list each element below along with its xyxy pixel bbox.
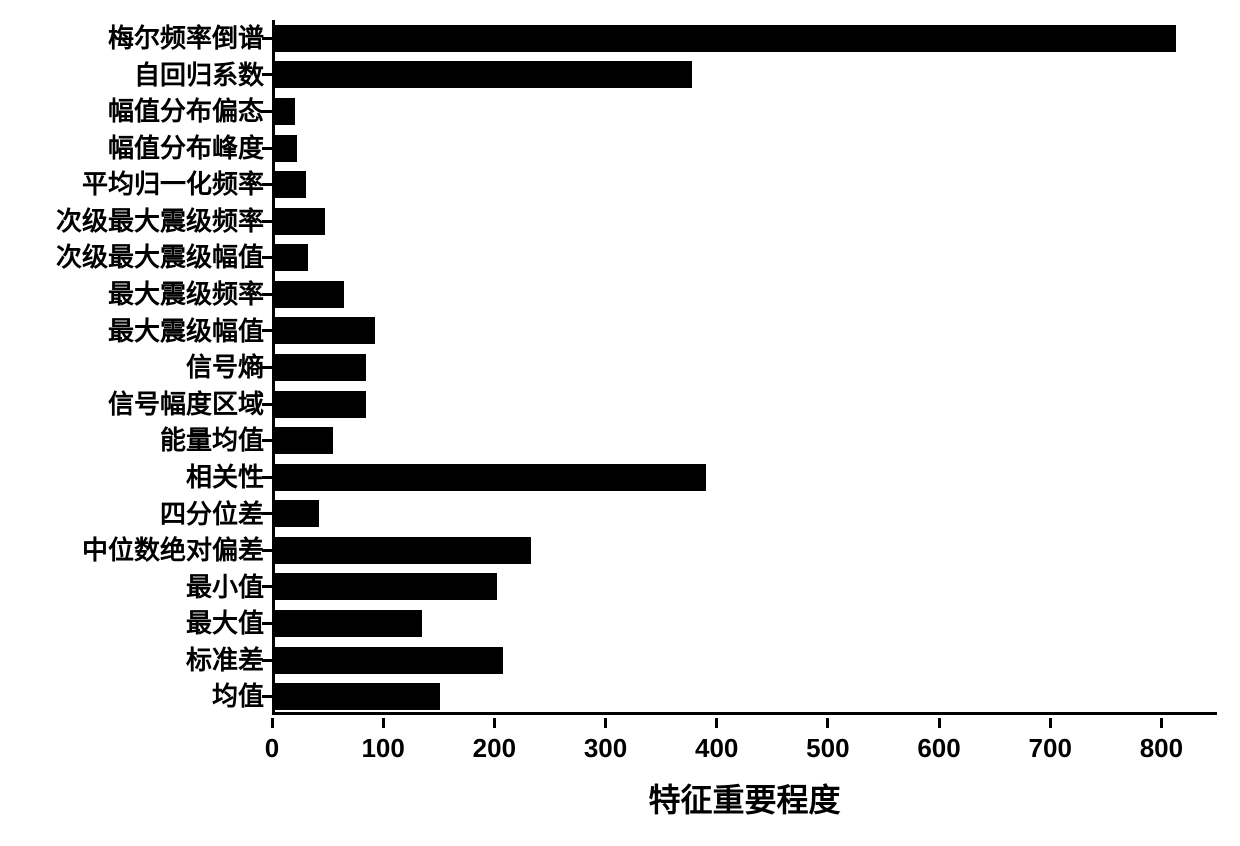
x-tick-label: 400 [695, 733, 738, 764]
y-axis-label: 相关性 [186, 459, 264, 496]
bar [275, 244, 308, 271]
bar [275, 25, 1176, 52]
x-tick-label: 600 [917, 733, 960, 764]
bar [275, 98, 295, 125]
y-tick [262, 329, 272, 332]
x-tick-label: 300 [584, 733, 627, 764]
plot-area [272, 20, 1217, 715]
y-tick [262, 439, 272, 442]
x-axis-title: 特征重要程度 [272, 775, 1217, 821]
x-tick-label: 500 [806, 733, 849, 764]
y-axis-label: 次级最大震级幅值 [56, 239, 264, 276]
bar [275, 610, 422, 637]
y-axis-label: 平均归一化频率 [82, 166, 264, 203]
bar [275, 171, 306, 198]
y-axis-label: 信号幅度区域 [108, 386, 264, 423]
y-axis-label: 信号熵 [186, 349, 264, 386]
y-axis-label: 次级最大震级频率 [56, 203, 264, 240]
x-tick [826, 718, 829, 728]
x-tick [382, 718, 385, 728]
y-tick [262, 585, 272, 588]
bar [275, 317, 375, 344]
y-tick [262, 183, 272, 186]
y-tick [262, 659, 272, 662]
x-tick-label: 100 [361, 733, 404, 764]
x-tick-label: 0 [265, 733, 279, 764]
y-axis-label: 能量均值 [160, 422, 264, 459]
y-tick [262, 366, 272, 369]
y-axis-label: 最大震级幅值 [108, 313, 264, 350]
bar [275, 500, 319, 527]
y-tick [262, 37, 272, 40]
bar [275, 354, 366, 381]
y-axis-label: 均值 [212, 678, 264, 715]
x-tick [493, 718, 496, 728]
y-tick [262, 403, 272, 406]
x-tick [271, 718, 274, 728]
bar [275, 537, 531, 564]
y-axis-label: 中位数绝对偏差 [82, 532, 264, 569]
bar [275, 464, 706, 491]
bar [275, 427, 333, 454]
y-axis-label: 标准差 [186, 642, 264, 679]
y-tick [262, 476, 272, 479]
y-tick [262, 293, 272, 296]
y-axis-label: 幅值分布峰度 [108, 130, 264, 167]
bar [275, 61, 692, 88]
x-tick [604, 718, 607, 728]
x-tick [1160, 718, 1163, 728]
y-tick [262, 220, 272, 223]
y-tick [262, 256, 272, 259]
y-tick [262, 73, 272, 76]
x-tick-label: 800 [1140, 733, 1183, 764]
y-tick [262, 549, 272, 552]
y-axis-label: 梅尔频率倒谱 [108, 20, 264, 57]
y-tick [262, 622, 272, 625]
y-tick [262, 110, 272, 113]
y-axis-label: 自回归系数 [134, 57, 264, 94]
y-tick [262, 695, 272, 698]
y-axis-label: 最大震级频率 [108, 276, 264, 313]
bar [275, 208, 325, 235]
x-tick [938, 718, 941, 728]
y-axis-label: 幅值分布偏态 [108, 93, 264, 130]
bar [275, 135, 297, 162]
feature-importance-chart: 梅尔频率倒谱自回归系数幅值分布偏态幅值分布峰度平均归一化频率次级最大震级频率次级… [10, 15, 1230, 835]
y-axis-label: 最大值 [186, 605, 264, 642]
y-tick [262, 512, 272, 515]
bar [275, 391, 366, 418]
y-tick [262, 147, 272, 150]
bar [275, 573, 497, 600]
x-tick-label: 200 [473, 733, 516, 764]
bar [275, 647, 503, 674]
y-axis-label: 最小值 [186, 569, 264, 606]
x-tick-label: 700 [1029, 733, 1072, 764]
y-axis-label: 四分位差 [160, 496, 264, 533]
x-tick [715, 718, 718, 728]
bar [275, 281, 344, 308]
bar [275, 683, 440, 710]
x-tick [1049, 718, 1052, 728]
